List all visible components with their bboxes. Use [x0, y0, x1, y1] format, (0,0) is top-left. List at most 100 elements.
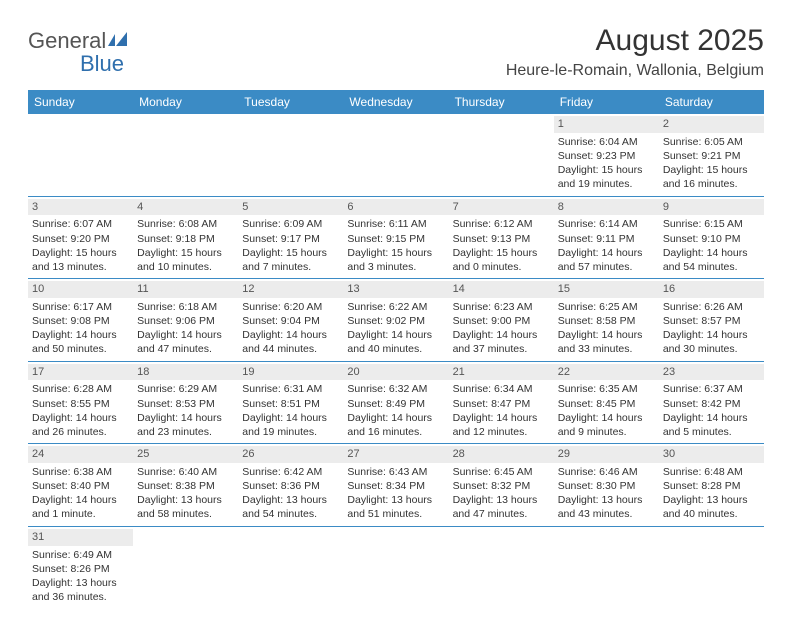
day-number: 3: [28, 199, 133, 216]
cell-sunrise: Sunrise: 6:38 AM: [32, 465, 129, 479]
calendar-cell: 28Sunrise: 6:45 AMSunset: 8:32 PMDayligh…: [449, 444, 554, 527]
calendar-cell: 23Sunrise: 6:37 AMSunset: 8:42 PMDayligh…: [659, 361, 764, 444]
cell-sunrise: Sunrise: 6:42 AM: [242, 465, 339, 479]
day-number: 7: [449, 199, 554, 216]
cell-daylight1: Daylight: 15 hours: [558, 163, 655, 177]
cell-sunset: Sunset: 9:04 PM: [242, 314, 339, 328]
cell-sunset: Sunset: 8:28 PM: [663, 479, 760, 493]
day-number: 18: [133, 364, 238, 381]
day-header: Tuesday: [238, 90, 343, 114]
cell-sunset: Sunset: 9:00 PM: [453, 314, 550, 328]
day-number: 20: [343, 364, 448, 381]
day-number: 30: [659, 446, 764, 463]
cell-sunset: Sunset: 8:30 PM: [558, 479, 655, 493]
cell-daylight1: Daylight: 14 hours: [242, 411, 339, 425]
logo-text-2: l: [101, 28, 106, 53]
calendar-week-row: 3Sunrise: 6:07 AMSunset: 9:20 PM Daylight…: [28, 196, 764, 279]
day-number: 5: [238, 199, 343, 216]
calendar-cell: [238, 526, 343, 608]
day-header: Sunday: [28, 90, 133, 114]
cell-daylight1: Daylight: 14 hours: [558, 411, 655, 425]
cell-sunset: Sunset: 9:02 PM: [347, 314, 444, 328]
cell-daylight2: and 19 minutes.: [242, 425, 339, 439]
cell-daylight1: Daylight: 14 hours: [347, 411, 444, 425]
cell-sunrise: Sunrise: 6:04 AM: [558, 135, 655, 149]
location: Heure-le-Romain, Wallonia, Belgium: [506, 62, 764, 80]
cell-daylight2: and 50 minutes.: [32, 342, 129, 356]
cell-sunrise: Sunrise: 6:15 AM: [663, 217, 760, 231]
calendar-cell: 19Sunrise: 6:31 AMSunset: 8:51 PMDayligh…: [238, 361, 343, 444]
title-block: August 2025 Heure-le-Romain, Wallonia, B…: [506, 24, 764, 80]
day-header: Monday: [133, 90, 238, 114]
cell-sunrise: Sunrise: 6:18 AM: [137, 300, 234, 314]
cell-daylight1: Daylight: 13 hours: [558, 493, 655, 507]
cell-sunset: Sunset: 8:55 PM: [32, 397, 129, 411]
calendar-cell: [133, 114, 238, 196]
calendar-body: 1Sunrise: 6:04 AMSunset: 9:23 PMDaylight…: [28, 114, 764, 608]
cell-sunset: Sunset: 8:57 PM: [663, 314, 760, 328]
cell-sunrise: Sunrise: 6:26 AM: [663, 300, 760, 314]
cell-daylight2: and 9 minutes.: [558, 425, 655, 439]
calendar-cell: 14Sunrise: 6:23 AMSunset: 9:00 PMDayligh…: [449, 279, 554, 362]
day-number: 6: [343, 199, 448, 216]
cell-daylight1: Daylight: 15 hours: [137, 246, 234, 260]
calendar-cell: [133, 526, 238, 608]
cell-sunrise: Sunrise: 6:49 AM: [32, 548, 129, 562]
cell-daylight1: Daylight: 13 hours: [32, 576, 129, 590]
cell-sunrise: Sunrise: 6:28 AM: [32, 382, 129, 396]
cell-sunset: Sunset: 8:47 PM: [453, 397, 550, 411]
cell-sunset: Sunset: 9:15 PM: [347, 232, 444, 246]
cell-sunrise: Sunrise: 6:17 AM: [32, 300, 129, 314]
calendar-cell: 5Sunrise: 6:09 AMSunset: 9:17 PMDaylight…: [238, 196, 343, 279]
cell-sunrise: Sunrise: 6:23 AM: [453, 300, 550, 314]
cell-daylight1: Daylight: 14 hours: [558, 246, 655, 260]
calendar-week-row: 1Sunrise: 6:04 AMSunset: 9:23 PMDaylight…: [28, 114, 764, 196]
cell-sunset: Sunset: 9:23 PM: [558, 149, 655, 163]
day-number: 17: [28, 364, 133, 381]
cell-daylight2: and 43 minutes.: [558, 507, 655, 521]
cell-daylight2: and 54 minutes.: [242, 507, 339, 521]
cell-daylight2: and 16 minutes.: [347, 425, 444, 439]
cell-sunset: Sunset: 9:20 PM: [32, 232, 129, 246]
cell-sunset: Sunset: 9:08 PM: [32, 314, 129, 328]
cell-daylight1: Daylight: 14 hours: [347, 328, 444, 342]
calendar-cell: 3Sunrise: 6:07 AMSunset: 9:20 PMDaylight…: [28, 196, 133, 279]
cell-sunrise: Sunrise: 6:46 AM: [558, 465, 655, 479]
day-number: 2: [659, 116, 764, 133]
month-title: August 2025: [506, 24, 764, 58]
cell-daylight1: Daylight: 15 hours: [453, 246, 550, 260]
calendar-cell: 1Sunrise: 6:04 AMSunset: 9:23 PMDaylight…: [554, 114, 659, 196]
cell-daylight2: and 7 minutes.: [242, 260, 339, 274]
day-number: 15: [554, 281, 659, 298]
cell-sunrise: Sunrise: 6:43 AM: [347, 465, 444, 479]
cell-daylight2: and 47 minutes.: [137, 342, 234, 356]
cell-daylight1: Daylight: 13 hours: [242, 493, 339, 507]
cell-sunrise: Sunrise: 6:12 AM: [453, 217, 550, 231]
cell-sunset: Sunset: 8:42 PM: [663, 397, 760, 411]
cell-daylight2: and 3 minutes.: [347, 260, 444, 274]
calendar-cell: 27Sunrise: 6:43 AMSunset: 8:34 PMDayligh…: [343, 444, 448, 527]
calendar-cell: 17Sunrise: 6:28 AMSunset: 8:55 PMDayligh…: [28, 361, 133, 444]
cell-daylight1: Daylight: 14 hours: [242, 328, 339, 342]
cell-sunrise: Sunrise: 6:32 AM: [347, 382, 444, 396]
cell-sunset: Sunset: 8:40 PM: [32, 479, 129, 493]
cell-sunrise: Sunrise: 6:20 AM: [242, 300, 339, 314]
cell-daylight2: and 57 minutes.: [558, 260, 655, 274]
logo-text-3: Blue: [80, 51, 124, 76]
cell-sunrise: Sunrise: 6:07 AM: [32, 217, 129, 231]
cell-sunset: Sunset: 8:38 PM: [137, 479, 234, 493]
day-number: 29: [554, 446, 659, 463]
cell-daylight2: and 40 minutes.: [347, 342, 444, 356]
calendar-cell: 11Sunrise: 6:18 AMSunset: 9:06 PMDayligh…: [133, 279, 238, 362]
calendar-cell: 30Sunrise: 6:48 AMSunset: 8:28 PMDayligh…: [659, 444, 764, 527]
day-number: 25: [133, 446, 238, 463]
day-number: 27: [343, 446, 448, 463]
cell-sunrise: Sunrise: 6:05 AM: [663, 135, 760, 149]
cell-daylight2: and 36 minutes.: [32, 590, 129, 604]
calendar-cell: 24Sunrise: 6:38 AMSunset: 8:40 PMDayligh…: [28, 444, 133, 527]
calendar-table: Sunday Monday Tuesday Wednesday Thursday…: [28, 90, 764, 608]
cell-daylight1: Daylight: 14 hours: [453, 328, 550, 342]
day-number: 13: [343, 281, 448, 298]
cell-daylight2: and 44 minutes.: [242, 342, 339, 356]
cell-sunset: Sunset: 8:34 PM: [347, 479, 444, 493]
